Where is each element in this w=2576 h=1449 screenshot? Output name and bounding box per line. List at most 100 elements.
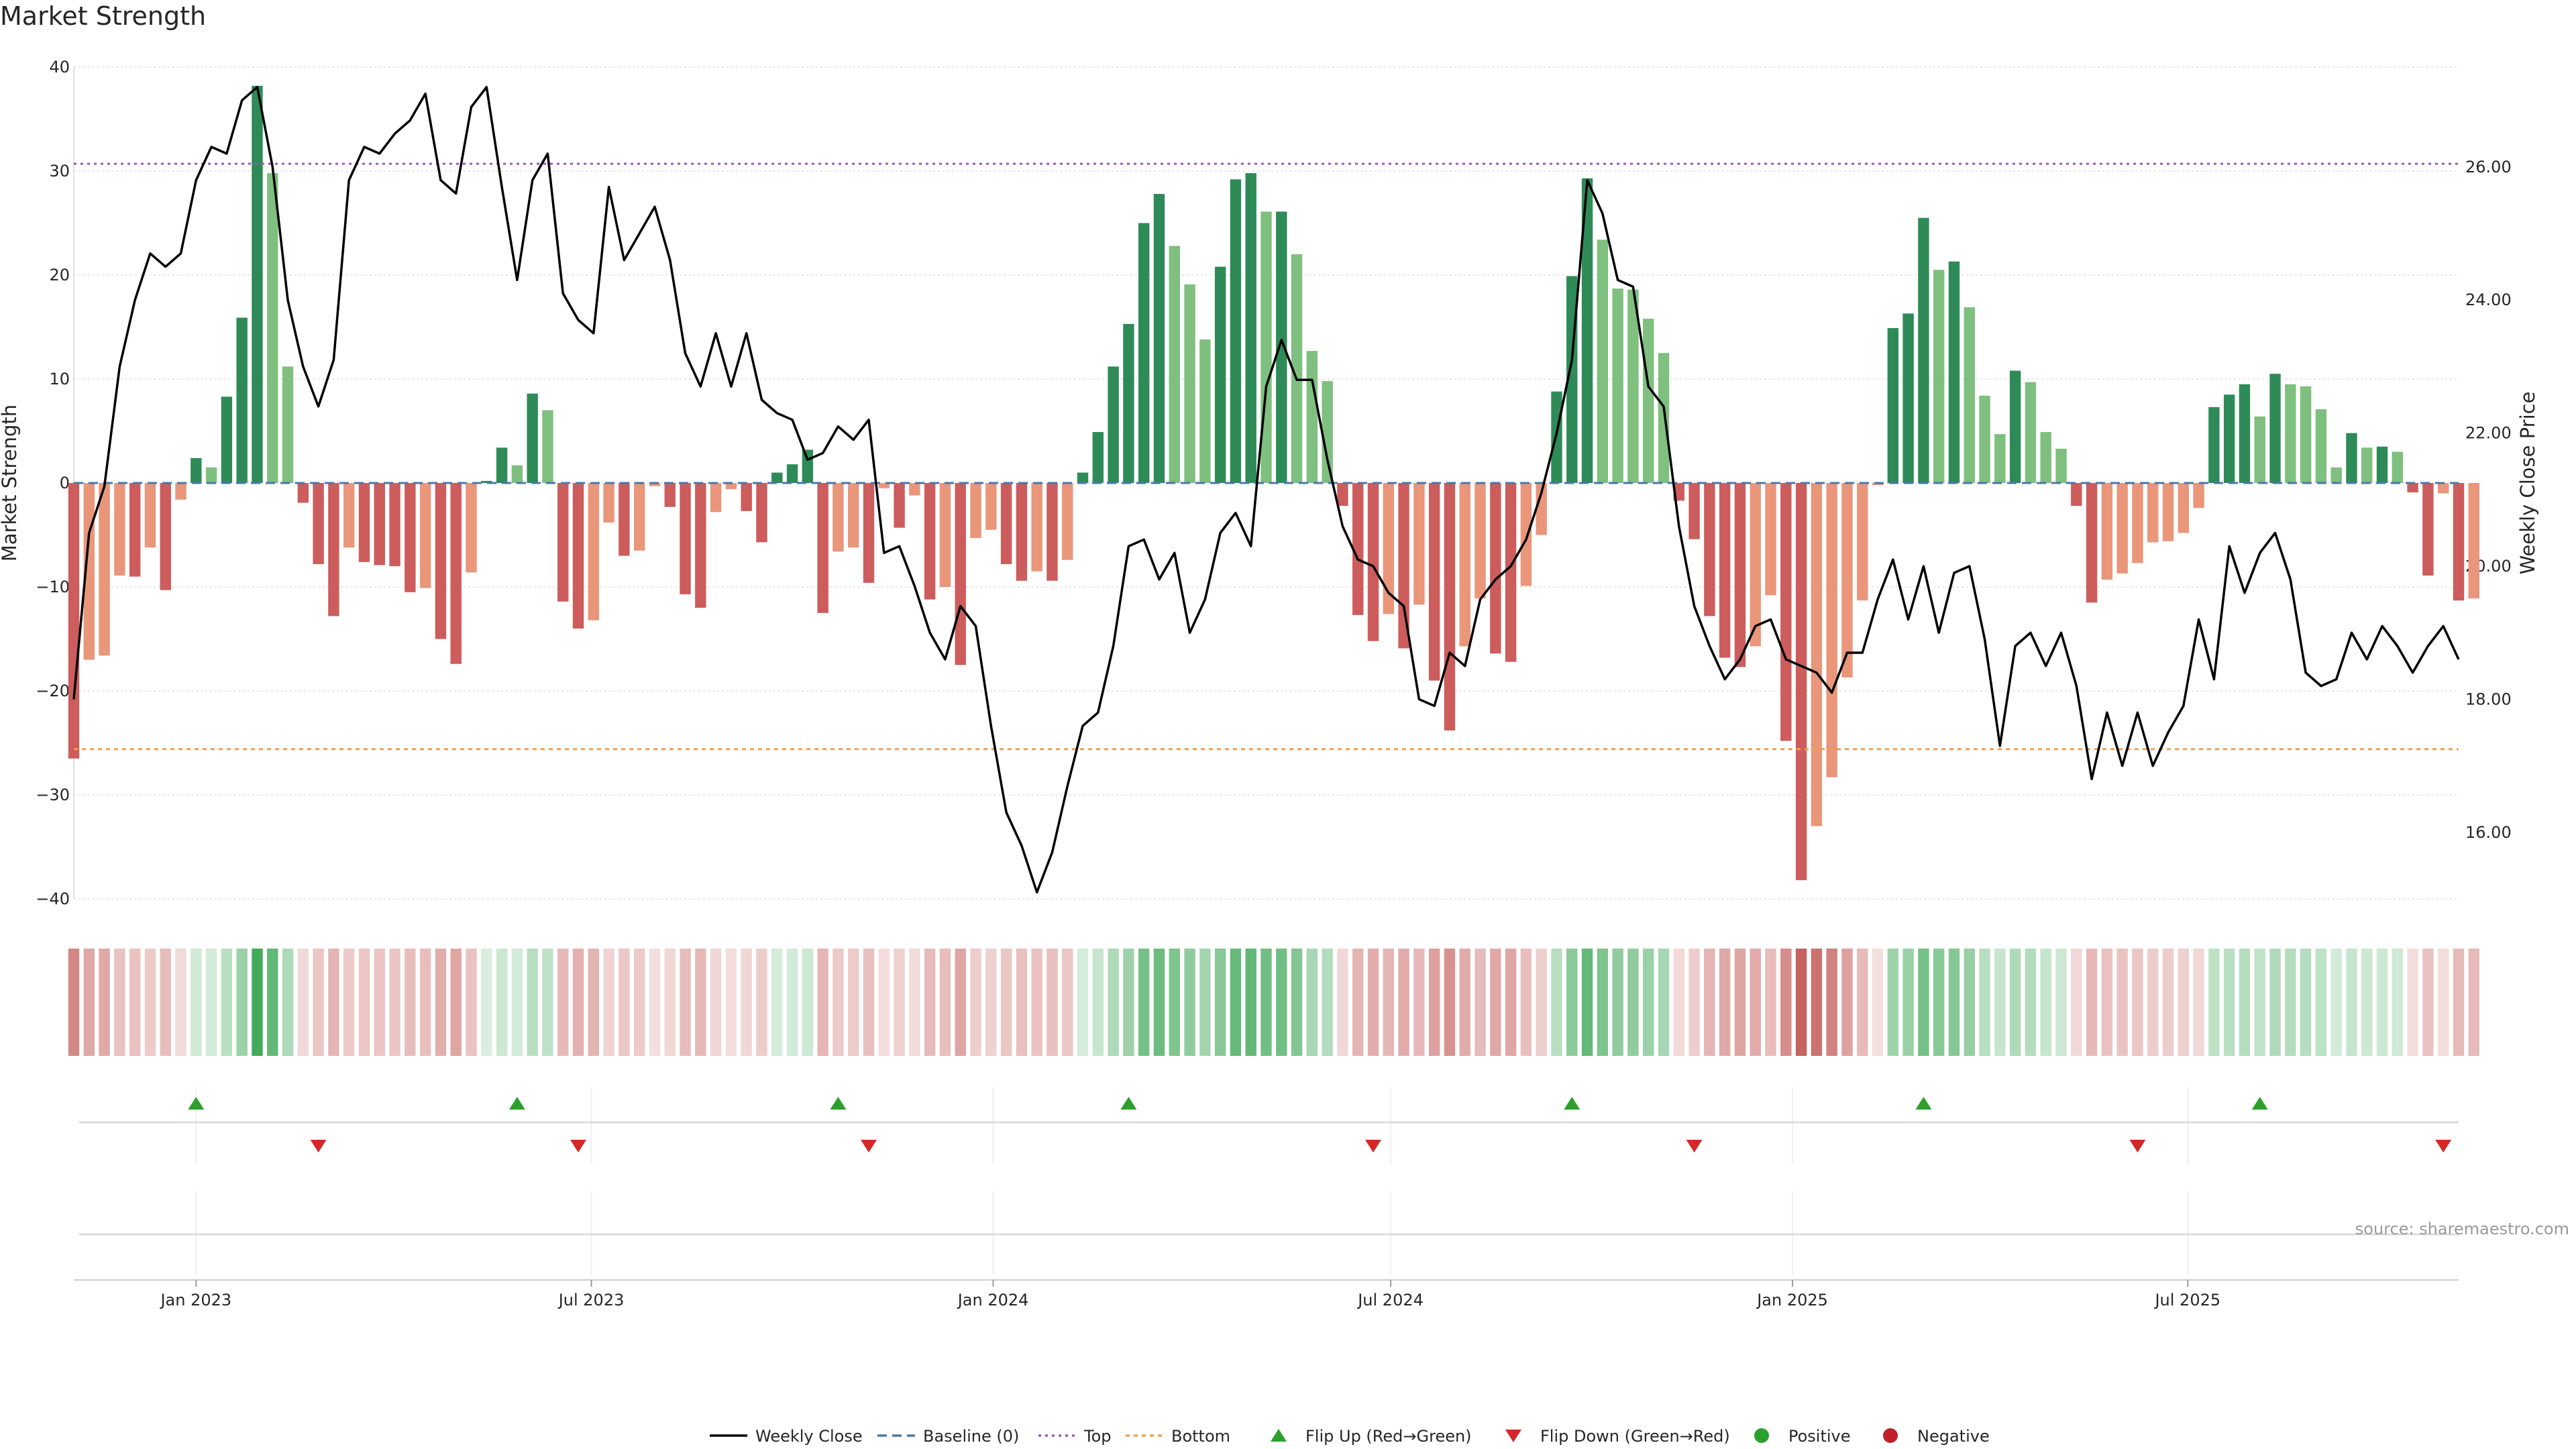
strength-bar xyxy=(771,472,783,483)
heat-cell xyxy=(1780,949,1792,1056)
heat-cell xyxy=(1444,949,1456,1056)
heat-cell xyxy=(1994,949,2006,1056)
heat-cell xyxy=(83,949,95,1056)
strength-bar xyxy=(1077,472,1089,483)
heat-cell xyxy=(1918,949,1929,1056)
heat-cell xyxy=(741,949,752,1056)
heat-cell xyxy=(2300,949,2312,1056)
legend-item: Weekly Close xyxy=(710,1427,863,1446)
strength-bar xyxy=(1474,483,1486,599)
heat-cell xyxy=(833,949,844,1056)
strength-bar xyxy=(1138,223,1150,483)
strength-bar xyxy=(1704,483,1715,616)
heat-cell xyxy=(343,949,355,1056)
strength-bar xyxy=(68,483,80,759)
strength-bar xyxy=(542,410,553,483)
strength-bar xyxy=(1046,483,1058,581)
strength-bar xyxy=(1092,432,1104,483)
strength-bar xyxy=(1306,351,1318,483)
legend-label: Positive xyxy=(1788,1427,1851,1446)
strength-heat-strip xyxy=(68,949,2479,1056)
heat-cell xyxy=(1597,949,1609,1056)
x-tick-label: Jan 2023 xyxy=(159,1291,231,1309)
heat-cell xyxy=(1199,949,1211,1056)
strength-bar xyxy=(1872,483,1884,486)
strength-bar xyxy=(1979,395,1990,483)
heat-cell xyxy=(542,949,553,1056)
heat-cell xyxy=(1322,949,1333,1056)
strength-bar xyxy=(2116,483,2128,574)
flip-up-marker xyxy=(1120,1097,1137,1110)
flip-down-marker xyxy=(310,1140,327,1152)
legend-swatch xyxy=(1271,1429,1287,1442)
right-tick-label: 18.00 xyxy=(2465,690,2512,708)
heat-cell xyxy=(588,949,600,1056)
heat-cell xyxy=(2315,949,2327,1056)
legend-item: Top xyxy=(1038,1427,1112,1446)
heat-cell xyxy=(1948,949,1960,1056)
heat-cell xyxy=(680,949,691,1056)
heat-cell xyxy=(496,949,508,1056)
legend-label: Flip Up (Red→Green) xyxy=(1305,1427,1472,1446)
heat-cell xyxy=(1230,949,1242,1056)
heat-cell xyxy=(435,949,447,1056)
heat-cell xyxy=(236,949,248,1056)
strength-bar xyxy=(2468,483,2479,599)
strength-bar xyxy=(817,483,828,613)
strength-bar xyxy=(1153,194,1165,483)
x-tick-label: Jan 2025 xyxy=(1756,1291,1828,1309)
heat-cell xyxy=(114,949,125,1056)
legend-item: Flip Down (Green→Red) xyxy=(1505,1427,1730,1446)
strength-bar xyxy=(1734,483,1746,667)
left-tick-label: −20 xyxy=(36,682,70,700)
strength-bar xyxy=(970,483,981,539)
heat-cell xyxy=(2178,949,2190,1056)
strength-bar xyxy=(939,483,951,587)
strength-bar xyxy=(1199,339,1211,483)
strength-bar xyxy=(2147,483,2159,543)
strength-bar xyxy=(1795,483,1807,881)
heat-cell xyxy=(2407,949,2418,1056)
heat-cell xyxy=(848,949,859,1056)
legend-swatch xyxy=(1754,1428,1769,1443)
heat-cell xyxy=(144,949,156,1056)
strength-bar xyxy=(389,483,400,566)
heat-cell xyxy=(1260,949,1272,1056)
heat-cell xyxy=(405,949,416,1056)
heat-cell xyxy=(1291,949,1303,1056)
strength-bar xyxy=(1413,483,1425,605)
heat-cell xyxy=(2254,949,2265,1056)
strength-bar xyxy=(1918,217,1929,483)
strength-bar xyxy=(2254,416,2265,483)
heat-cell xyxy=(481,949,492,1056)
strength-bar xyxy=(1780,483,1792,741)
flip-down-marker xyxy=(861,1140,877,1152)
legend-swatch xyxy=(1883,1428,1898,1443)
strength-bar xyxy=(405,483,416,592)
heat-cell xyxy=(1413,949,1425,1056)
legend-label: Weekly Close xyxy=(755,1427,863,1446)
strength-bar xyxy=(160,483,171,590)
heat-cell xyxy=(603,949,614,1056)
heat-cell xyxy=(863,949,875,1056)
heat-cell xyxy=(450,949,462,1056)
left-axis: 40 30 20 10 0 −10 −20 −30 −40 xyxy=(36,58,74,908)
strength-bar xyxy=(1459,483,1470,647)
heat-cell xyxy=(1306,949,1318,1056)
heat-cell xyxy=(1826,949,1837,1056)
heat-cell xyxy=(710,949,722,1056)
legend: Weekly Close Baseline (0) Top Bottom Flip Up… xyxy=(710,1427,1990,1446)
strength-bar xyxy=(2346,433,2357,483)
heat-cell xyxy=(970,949,981,1056)
strength-bar xyxy=(450,483,462,664)
heat-cell xyxy=(1536,949,1547,1056)
heat-cell xyxy=(1000,949,1012,1056)
flip-up-marker xyxy=(2251,1097,2268,1110)
flip-down-marker xyxy=(2129,1140,2146,1152)
heat-cell xyxy=(2361,949,2373,1056)
strength-bar xyxy=(2132,483,2143,564)
heat-cell xyxy=(1704,949,1715,1056)
heat-cell xyxy=(252,949,263,1056)
strength-bar xyxy=(894,483,905,528)
heat-cell xyxy=(1092,949,1104,1056)
